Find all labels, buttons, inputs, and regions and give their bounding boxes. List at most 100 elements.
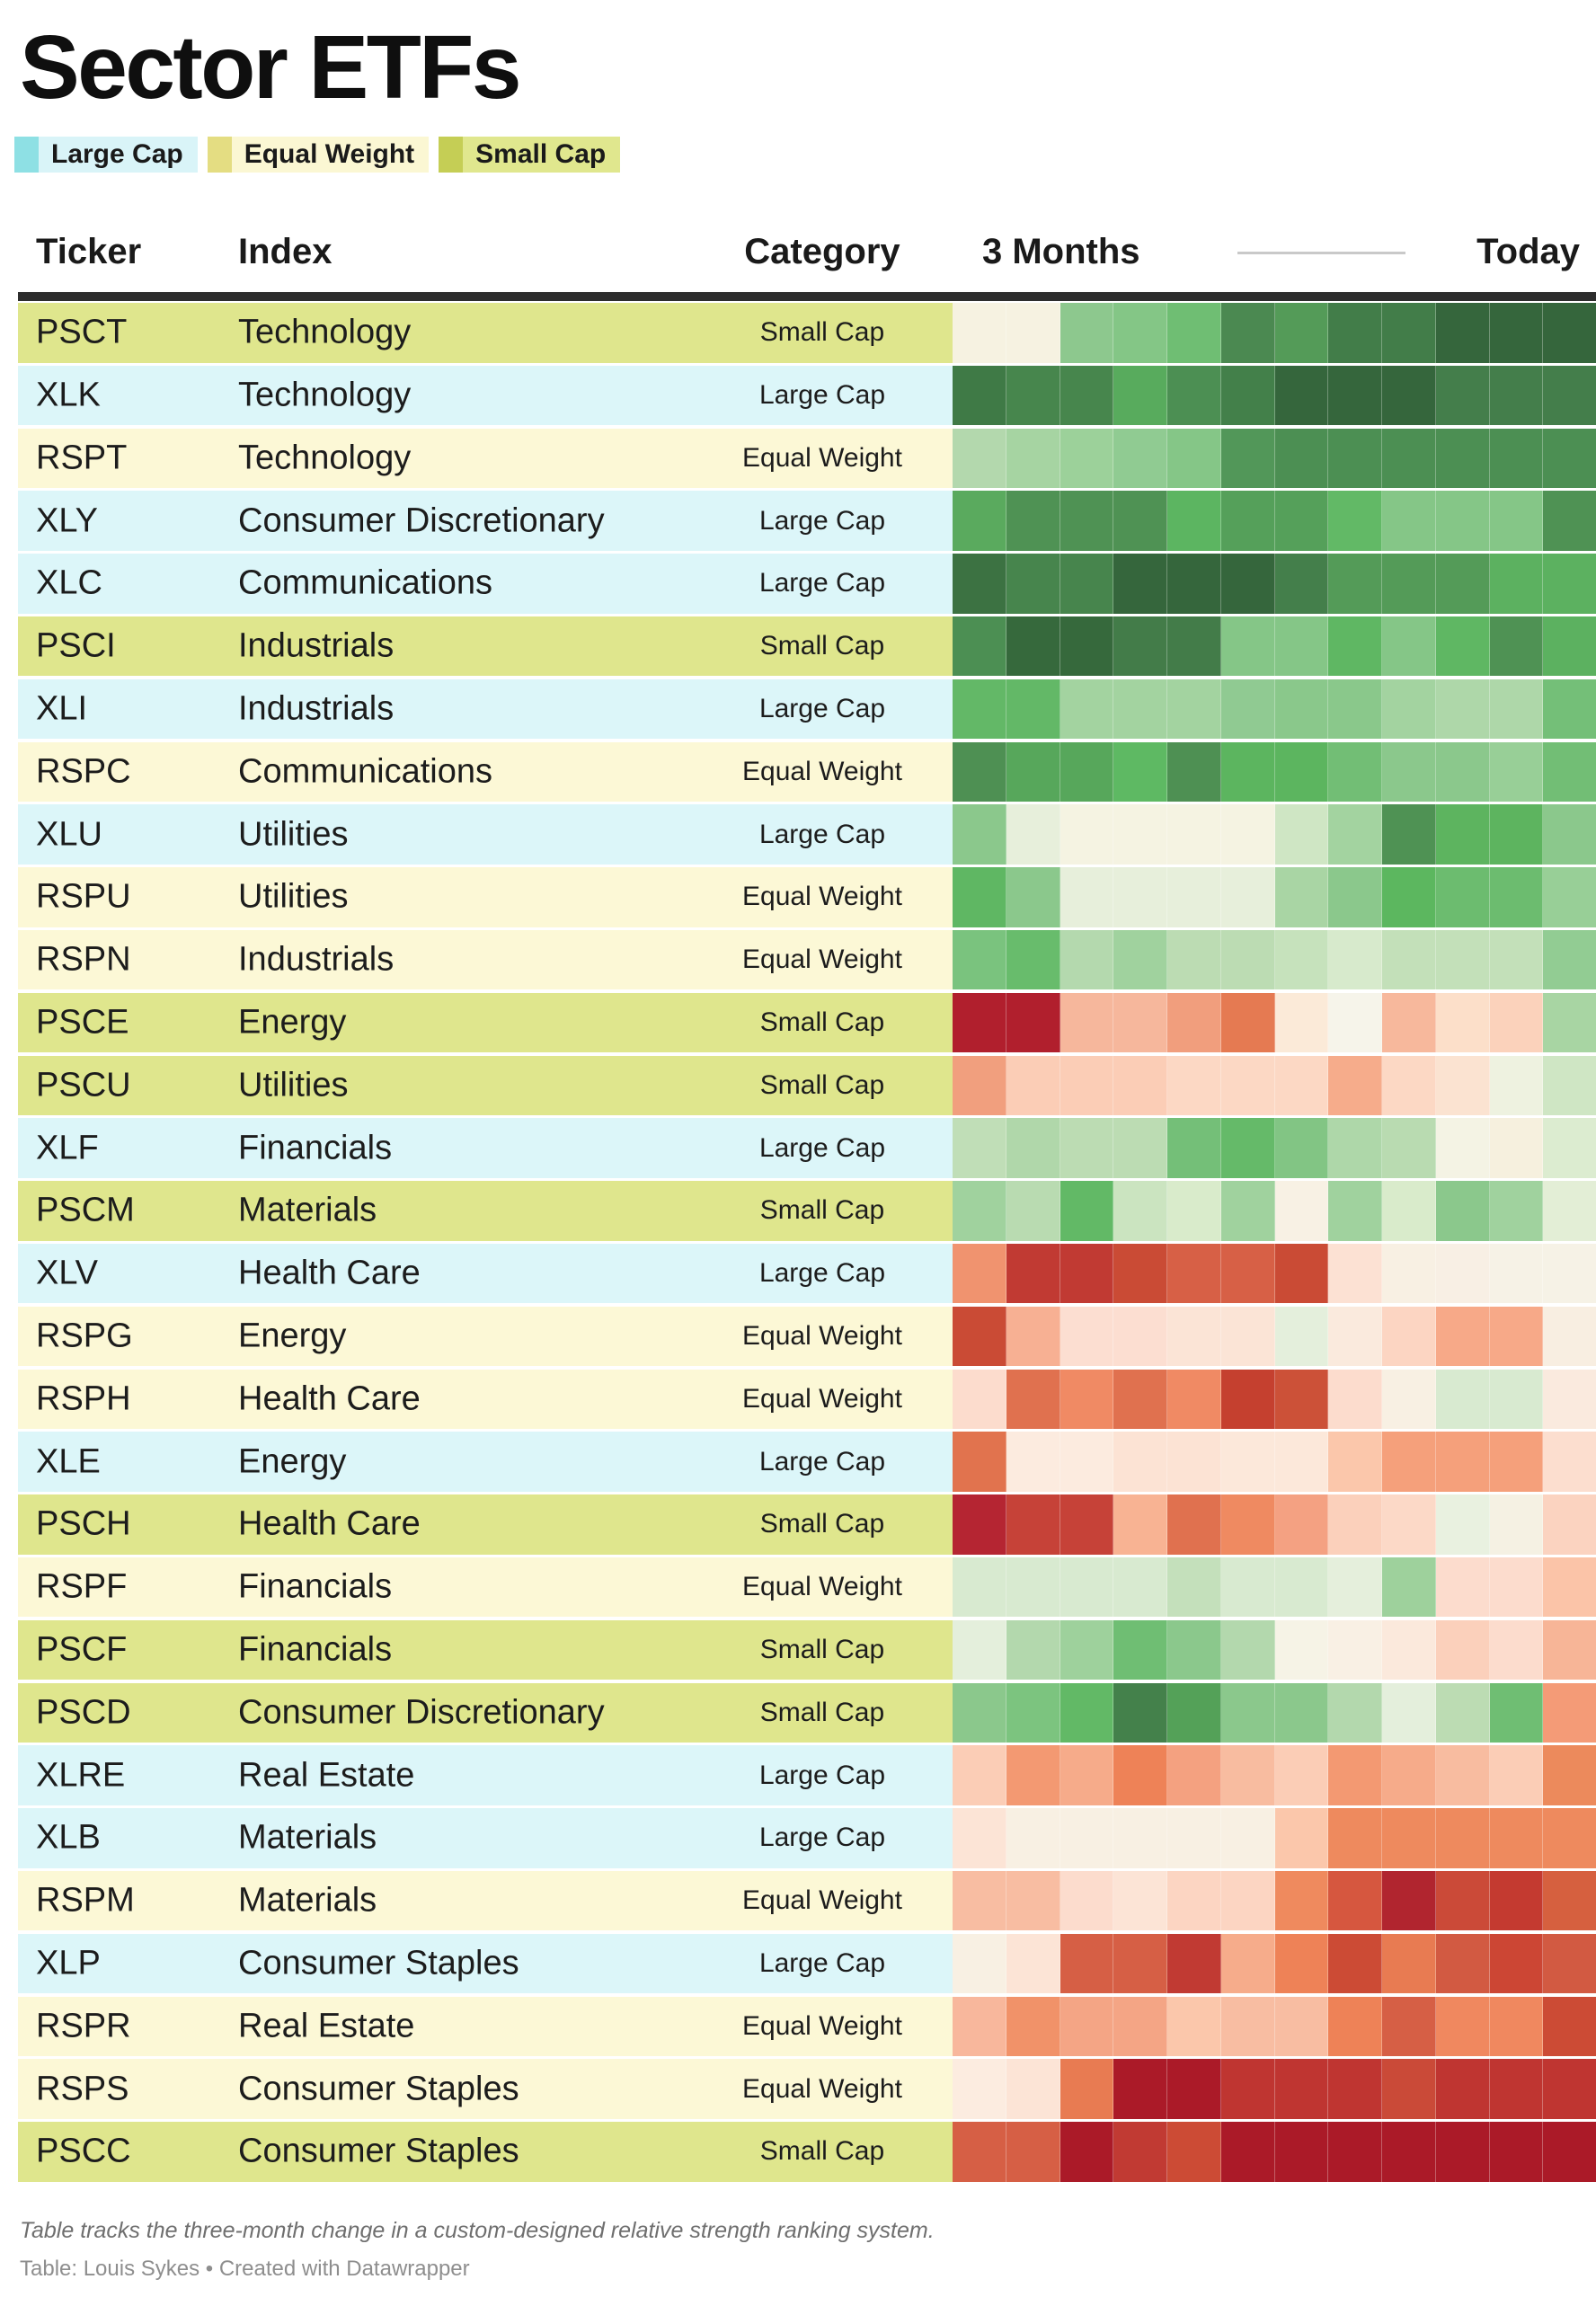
heatmap-cell (1113, 1432, 1167, 1492)
heatmap-cell (1113, 992, 1167, 1053)
heatmap-cell (1006, 1808, 1060, 1868)
heatmap-cell (1328, 616, 1382, 677)
heatmap-cell (1382, 491, 1436, 551)
heatmap-cell (1060, 1432, 1114, 1492)
heatmap-cell (1435, 741, 1490, 803)
row-label-band: RSPG Energy Equal Weight (18, 1306, 953, 1367)
category-cell: Equal Weight (742, 442, 902, 473)
heatmap-cell (1328, 2059, 1382, 2119)
heatmap-cell (1274, 303, 1329, 363)
heatmap-cell (1489, 1306, 1544, 1367)
heatmap-cell (1382, 365, 1436, 426)
heatmap-cell (1006, 428, 1060, 489)
heatmap-cell (1220, 1745, 1275, 1805)
category-cell: Equal Weight (742, 1321, 902, 1351)
heatmap-cell (1220, 616, 1275, 677)
row-label-band: RSPF Financials Equal Weight (18, 1556, 953, 1618)
ticker-cell: RSPN (36, 940, 131, 979)
index-cell: Technology (238, 313, 412, 351)
heatmap-row (953, 1808, 1596, 1868)
row-label-band: PSCM Materials Small Cap (18, 1181, 953, 1241)
heatmap-cell (1328, 1933, 1382, 1994)
heatmap-cell (1435, 1243, 1490, 1304)
heatmap-cell (1328, 867, 1382, 927)
heatmap-row (953, 491, 1596, 551)
index-cell: Utilities (238, 877, 349, 916)
heatmap-cell (1435, 1682, 1490, 1743)
row-label-band: XLI Industrials Large Cap (18, 678, 953, 740)
heatmap-cell (1060, 992, 1114, 1053)
category-cell: Large Cap (758, 1132, 886, 1163)
heatmap-cell (1382, 2122, 1436, 2182)
heatmap-cell (1328, 428, 1382, 489)
heatmap-cell (1060, 2122, 1114, 2182)
table-row: XLB Materials Large Cap (18, 1808, 1596, 1868)
ticker-cell: XLV (36, 1254, 99, 1292)
row-label-band: XLF Financials Large Cap (18, 1118, 953, 1178)
heatmap-cell (953, 1745, 1006, 1805)
heatmap-cell (1113, 428, 1167, 489)
heatmap-cell (1543, 365, 1596, 426)
heatmap-cell (1274, 2122, 1329, 2182)
heatmap-cell (1220, 678, 1275, 740)
heatmap-cell (1543, 1306, 1596, 1367)
index-cell: Energy (238, 1003, 347, 1042)
footer-note: Table tracks the three-month change in a… (20, 2218, 935, 2243)
heatmap-cell (1167, 491, 1221, 551)
heatmap-cell (1220, 1181, 1275, 1241)
category-cell: Large Cap (758, 819, 886, 849)
heatmap-cell (1489, 2122, 1544, 2182)
heatmap-cell (1489, 428, 1544, 489)
legend-swatch (14, 137, 39, 173)
heatmap-cell (1382, 303, 1436, 363)
heatmap-cell (1220, 1996, 1275, 2057)
heatmap-cell (1382, 616, 1436, 677)
heatmap-cell (1060, 616, 1114, 677)
heatmap-cell (1382, 867, 1436, 927)
ticker-cell: PSCI (36, 626, 116, 665)
heatmap-cell (953, 804, 1006, 865)
heatmap-cell (1113, 2122, 1167, 2182)
heatmap-cell (953, 616, 1006, 677)
heatmap-cell (1274, 929, 1329, 990)
ticker-cell: XLRE (36, 1756, 126, 1795)
ticker-cell: RSPU (36, 877, 131, 916)
heatmap-cell (1274, 1369, 1329, 1430)
heatmap-cell (1543, 929, 1596, 990)
index-cell: Health Care (238, 1254, 421, 1292)
heatmap-cell (1060, 1745, 1114, 1805)
heatmap-cell (1113, 554, 1167, 614)
heatmap-cell (1006, 1055, 1060, 1116)
heatmap-cell (1006, 1933, 1060, 1994)
footer-credit: Table: Louis Sykes • Created with Datawr… (20, 2257, 470, 2281)
index-cell: Technology (238, 439, 412, 477)
heatmap-cell (1006, 992, 1060, 1053)
heatmap-cell (1113, 1870, 1167, 1931)
header-divider (18, 292, 1596, 301)
heatmap-cell (1435, 1369, 1490, 1430)
heatmap-cell (953, 1808, 1006, 1868)
heatmap-cell (1167, 1055, 1221, 1116)
heatmap-cell (953, 741, 1006, 803)
heatmap-cell (1543, 1996, 1596, 2057)
heatmap-cell (1489, 1369, 1544, 1430)
row-label-band: XLP Consumer Staples Large Cap (18, 1933, 953, 1994)
ticker-cell: RSPC (36, 752, 131, 791)
heatmap-cell (1006, 1306, 1060, 1367)
heatmap-row (953, 616, 1596, 677)
heatmap-cell (1435, 365, 1490, 426)
heatmap-cell (1006, 303, 1060, 363)
heatmap-cell (1167, 1118, 1221, 1178)
heatmap-cell (1113, 1181, 1167, 1241)
index-cell: Industrials (238, 626, 395, 665)
heatmap-cell (1382, 1619, 1436, 1681)
heatmap-cell (1435, 1556, 1490, 1618)
heatmap-cell (1328, 804, 1382, 865)
heatmap-cell (1543, 1494, 1596, 1555)
heatmap-cell (1382, 428, 1436, 489)
heatmap-cell (1060, 491, 1114, 551)
heatmap-cell (1382, 678, 1436, 740)
heatmap-cell (1060, 1682, 1114, 1743)
heatmap-cell (1006, 1870, 1060, 1931)
heatmap-cell (1489, 616, 1544, 677)
